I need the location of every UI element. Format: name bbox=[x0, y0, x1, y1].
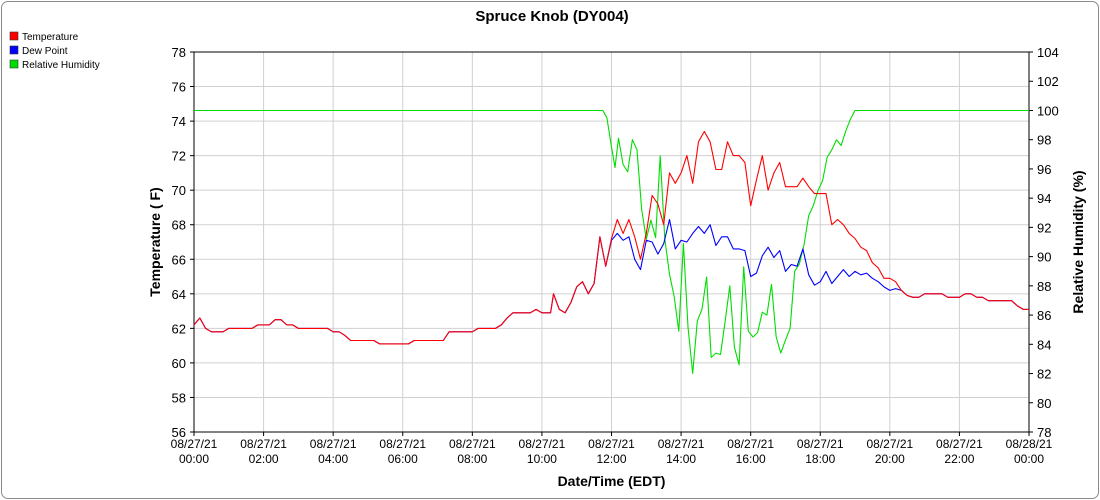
x-tick-date: 08/27/21 bbox=[658, 437, 705, 451]
x-tick-time: 22:00 bbox=[944, 452, 974, 466]
y2-tick-label: 98 bbox=[1037, 133, 1051, 148]
x-tick-date: 08/27/21 bbox=[727, 437, 774, 451]
y2-tick-label: 80 bbox=[1037, 396, 1051, 411]
x-tick-time: 18:00 bbox=[805, 452, 835, 466]
x-tick-date: 08/27/21 bbox=[171, 437, 218, 451]
x-tick-date: 08/28/21 bbox=[1006, 437, 1053, 451]
legend-label: Temperature bbox=[22, 32, 79, 43]
y2-tick-label: 100 bbox=[1037, 103, 1059, 118]
y-axis-right-ticks: 78 80 82 84 86 88 90 92 94 96 98 100 102 104 bbox=[1029, 45, 1059, 440]
legend-swatch bbox=[9, 45, 19, 55]
legend-swatch bbox=[9, 31, 19, 41]
y2-tick-label: 92 bbox=[1037, 220, 1051, 235]
y-axis-label: Temperature ( F) bbox=[147, 187, 163, 296]
y-tick-label: 66 bbox=[172, 252, 186, 267]
y2-tick-label: 88 bbox=[1037, 279, 1051, 294]
x-tick-time: 20:00 bbox=[875, 452, 905, 466]
y2-axis-label: Relative Humidity (%) bbox=[1070, 170, 1086, 313]
y2-tick-label: 104 bbox=[1037, 45, 1059, 60]
y-tick-label: 78 bbox=[172, 45, 186, 60]
x-tick-time: 02:00 bbox=[249, 452, 279, 466]
x-tick-date: 08/27/21 bbox=[379, 437, 426, 451]
y-tick-label: 62 bbox=[172, 321, 186, 336]
series-line-temperature bbox=[193, 130, 1029, 345]
y2-tick-label: 102 bbox=[1037, 74, 1059, 89]
x-tick-date: 08/27/21 bbox=[449, 437, 496, 451]
x-tick-time: 14:00 bbox=[666, 452, 696, 466]
y2-tick-label: 96 bbox=[1037, 162, 1051, 177]
y-tick-label: 58 bbox=[172, 390, 186, 405]
chart-title: Spruce Knob (DY004) bbox=[475, 8, 628, 25]
x-tick-time: 06:00 bbox=[388, 452, 418, 466]
x-tick-time: 08:00 bbox=[457, 452, 487, 466]
legend-swatch bbox=[9, 59, 19, 69]
series-layer bbox=[193, 109, 1029, 375]
y-tick-label: 56 bbox=[172, 425, 186, 440]
legend: Temperature Dew Point Relative Humidity bbox=[9, 31, 100, 71]
x-tick-time: 12:00 bbox=[596, 452, 626, 466]
x-tick-date: 08/27/21 bbox=[310, 437, 357, 451]
x-tick-time: 16:00 bbox=[736, 452, 766, 466]
legend-label: Relative Humidity bbox=[22, 60, 100, 71]
y2-tick-label: 86 bbox=[1037, 308, 1051, 323]
y2-tick-label: 78 bbox=[1037, 425, 1051, 440]
y-tick-label: 74 bbox=[172, 114, 186, 129]
y2-tick-label: 84 bbox=[1037, 337, 1051, 352]
legend-label: Dew Point bbox=[22, 46, 68, 57]
x-axis-ticks: 08/27/2100:0008/27/2102:0008/27/2104:000… bbox=[171, 432, 1053, 466]
y-tick-label: 72 bbox=[172, 149, 186, 164]
x-tick-time: 00:00 bbox=[1014, 452, 1044, 466]
x-tick-date: 08/27/21 bbox=[797, 437, 844, 451]
y-tick-label: 76 bbox=[172, 80, 186, 95]
y2-tick-label: 90 bbox=[1037, 250, 1051, 265]
x-tick-date: 08/27/21 bbox=[588, 437, 635, 451]
x-tick-date: 08/27/21 bbox=[519, 437, 566, 451]
x-tick-date: 08/27/21 bbox=[866, 437, 913, 451]
x-tick-date: 08/27/21 bbox=[240, 437, 287, 451]
x-tick-time: 10:00 bbox=[527, 452, 557, 466]
y-tick-label: 68 bbox=[172, 218, 186, 233]
x-tick-time: 00:00 bbox=[179, 452, 209, 466]
x-tick-time: 04:00 bbox=[318, 452, 348, 466]
x-tick-date: 08/27/21 bbox=[936, 437, 983, 451]
series-line-relative-humidity bbox=[194, 109, 1029, 375]
x-axis-label: Date/Time (EDT) bbox=[558, 473, 666, 489]
y-axis-left-ticks: 56 58 60 62 64 66 68 70 72 74 76 78 bbox=[172, 45, 194, 440]
y2-tick-label: 82 bbox=[1037, 367, 1051, 382]
y2-tick-label: 94 bbox=[1037, 191, 1051, 206]
y-tick-label: 60 bbox=[172, 356, 186, 371]
y-tick-label: 64 bbox=[172, 287, 186, 302]
y-tick-label: 70 bbox=[172, 183, 186, 198]
